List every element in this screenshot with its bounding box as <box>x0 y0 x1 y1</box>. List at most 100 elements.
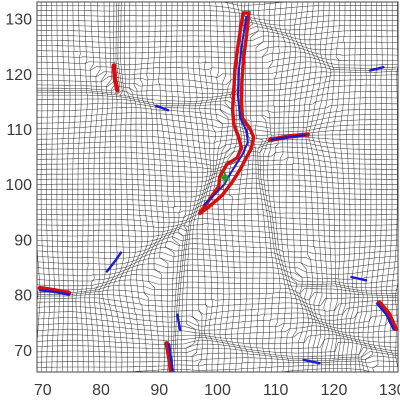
blue-segment-curve <box>368 66 385 72</box>
red-segment-curve <box>164 341 174 372</box>
mesh-line-horizontal <box>37 263 398 280</box>
mesh-line-horizontal <box>37 98 398 113</box>
mesh-line-horizontal <box>37 35 398 46</box>
blue-segment-curve <box>155 104 170 112</box>
mesh-line-vertical <box>61 2 65 372</box>
mesh-line-vertical <box>279 2 299 372</box>
mesh-line-horizontal <box>37 107 398 124</box>
mesh-line-horizontal <box>37 51 398 61</box>
mesh-line-horizontal <box>37 351 398 360</box>
mesh-line-vertical <box>378 2 388 372</box>
mesh-line-vertical <box>339 2 347 372</box>
x-tick-label: 100 <box>204 382 231 399</box>
y-tick-label: 120 <box>5 67 32 84</box>
mesh-line-horizontal <box>37 142 398 155</box>
mesh-line-vertical <box>191 2 208 372</box>
mesh-line-horizontal <box>37 178 398 188</box>
mesh-line-horizontal <box>37 284 398 294</box>
x-tick-label: 130 <box>379 382 400 399</box>
mesh-line-horizontal <box>37 94 398 107</box>
mesh-line-vertical <box>263 2 281 372</box>
mesh-line-horizontal <box>37 252 398 269</box>
mesh-line-horizontal <box>37 328 398 340</box>
mesh-line-horizontal <box>37 269 398 284</box>
mesh-line-horizontal <box>37 139 398 149</box>
mesh-line-vertical <box>349 2 356 372</box>
mesh-line-vertical <box>249 2 261 372</box>
mesh-line-horizontal <box>37 163 398 173</box>
mesh-line-horizontal <box>37 30 398 41</box>
blue-segment-curve <box>350 275 368 282</box>
mesh-line-horizontal <box>37 347 398 357</box>
mesh-line-horizontal <box>37 151 398 166</box>
mesh-line-horizontal <box>37 74 398 90</box>
mesh-line-horizontal <box>37 22 398 31</box>
mesh-line-horizontal <box>37 334 398 345</box>
mesh-line-horizontal <box>37 135 398 144</box>
mesh-line-horizontal <box>37 26 398 36</box>
mesh-line-vertical <box>67 2 71 372</box>
mesh-line-horizontal <box>37 338 398 349</box>
x-tick-label: 70 <box>34 382 52 399</box>
mesh-line-horizontal <box>37 279 398 292</box>
mesh-line-horizontal <box>37 70 398 85</box>
mesh-line-horizontal <box>37 323 398 335</box>
mesh-line-horizontal <box>37 123 398 136</box>
plot-frame <box>36 1 399 373</box>
mesh-line-horizontal <box>37 61 398 71</box>
mesh-line-horizontal <box>37 293 398 306</box>
mesh-line-vertical <box>267 2 287 372</box>
x-tick-label: 110 <box>263 382 289 399</box>
center-markers <box>220 172 231 183</box>
mesh-line-horizontal <box>37 232 398 243</box>
mesh-line-horizontal <box>37 301 398 317</box>
mesh-line-vertical <box>255 2 268 372</box>
mesh-line-vertical <box>345 2 351 372</box>
mesh-line-vertical <box>51 2 55 372</box>
mesh-line-vertical <box>37 77 41 351</box>
mesh-line-horizontal <box>37 182 398 193</box>
mesh-line-horizontal <box>37 66 398 78</box>
mesh-line-vertical <box>180 2 198 372</box>
x-axis-tick-labels: 70 80 90 100 110 120 130 <box>34 382 400 399</box>
mesh-line-vertical <box>245 2 255 372</box>
mesh-line-horizontal <box>37 240 398 256</box>
mesh-line-vertical <box>124 2 137 372</box>
mesh-line-horizontal <box>37 289 398 301</box>
red-segment-curve <box>37 285 72 296</box>
y-tick-label: 90 <box>14 233 32 250</box>
blue-core-curve <box>202 15 249 206</box>
mesh-line-horizontal <box>37 360 398 368</box>
mesh-line-vertical <box>40 2 46 372</box>
mesh-line-vertical <box>94 2 107 372</box>
mesh-line-vertical <box>395 280 398 372</box>
x-tick-label: 80 <box>92 382 110 399</box>
mesh-line-horizontal <box>37 236 398 249</box>
mesh-line-vertical <box>259 2 274 372</box>
mesh-line-horizontal <box>37 213 398 223</box>
mesh-line-vertical <box>133 2 149 372</box>
mesh-line-vertical <box>170 2 181 372</box>
blue-segment-curve <box>375 302 395 331</box>
blue-segment-curve <box>38 289 71 296</box>
mesh-line-vertical <box>158 2 170 372</box>
mesh-line-vertical <box>71 2 76 372</box>
mesh-line-vertical <box>139 2 155 372</box>
mesh-line-vertical <box>173 2 187 372</box>
mesh-line-horizontal <box>37 56 398 66</box>
mesh-line-horizontal <box>37 228 398 237</box>
mesh-line-horizontal <box>37 257 398 275</box>
green-crosshair-marker <box>220 172 231 183</box>
y-tick-label: 80 <box>14 288 32 305</box>
mesh-line-vertical <box>291 2 309 372</box>
blue-segment-curve <box>302 358 321 365</box>
mesh-line-vertical <box>272 2 293 372</box>
mesh-line-vertical <box>151 2 165 372</box>
mesh-line-vertical <box>353 2 362 372</box>
mesh-line-vertical <box>98 2 112 372</box>
mesh-line-horizontal <box>37 79 398 94</box>
mesh-line-horizontal <box>37 341 398 354</box>
mesh-line-horizontal <box>37 223 398 233</box>
mesh-line-vertical <box>146 2 160 372</box>
